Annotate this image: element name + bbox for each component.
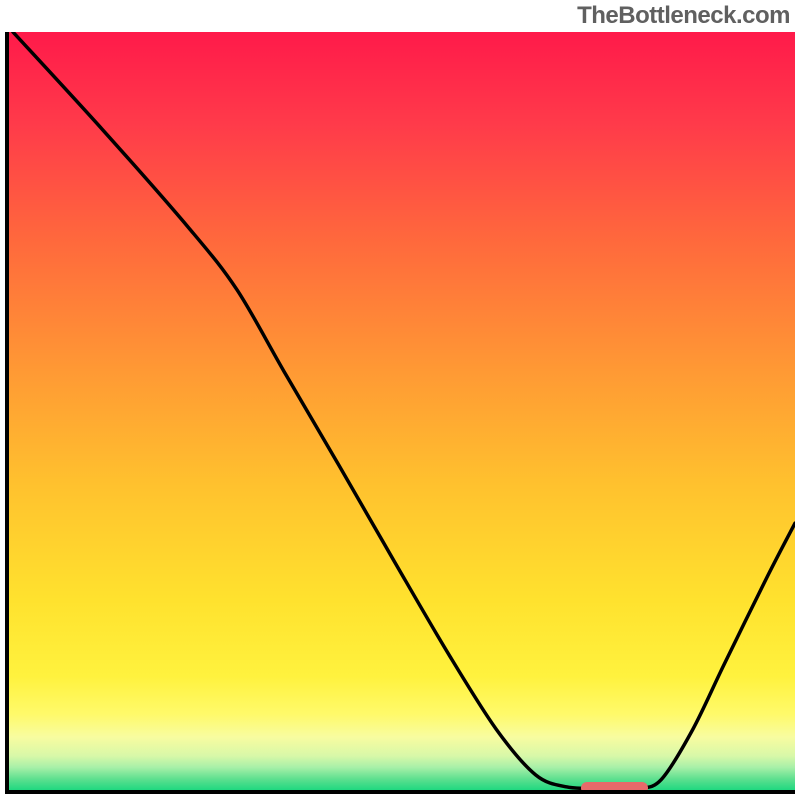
curve-svg	[9, 32, 795, 790]
plot-area	[5, 32, 795, 794]
watermark-text: TheBottleneck.com	[577, 2, 790, 30]
curve-path	[13, 32, 795, 789]
optimal-marker	[581, 782, 648, 794]
